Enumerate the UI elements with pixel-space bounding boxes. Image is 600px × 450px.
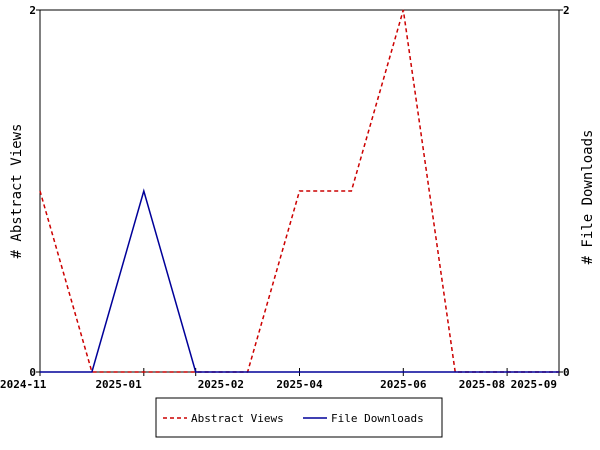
x-tick-label: 2025-09	[511, 378, 557, 391]
x-tick-label: 2025-06	[380, 378, 427, 391]
x-tick-label: 2025-04	[276, 378, 323, 391]
legend-label-abstract-views: Abstract Views	[191, 412, 284, 425]
x-tick-label: 2025-08	[459, 378, 505, 391]
series-line-abstract-views	[39, 9, 559, 373]
legend-box	[155, 397, 443, 438]
legend: Abstract Views File Downloads	[155, 397, 443, 438]
y-right-tick-label: 0	[563, 366, 570, 379]
y-axis-right-title: # File Downloads	[580, 130, 596, 265]
y-right-tick-label: 2	[563, 4, 570, 17]
y-axis-left-title: # Abstract Views	[9, 124, 25, 259]
y-left-tick-label: 2	[29, 4, 36, 17]
y-left-tick-label: 0	[29, 366, 36, 379]
legend-label-file-downloads: File Downloads	[331, 412, 424, 425]
x-tick-label: 2025-02	[198, 378, 244, 391]
series-line-file-downloads	[40, 188, 559, 373]
x-tick-label: 2025-01	[95, 378, 142, 391]
x-tick-label: 2024-11	[0, 378, 47, 391]
